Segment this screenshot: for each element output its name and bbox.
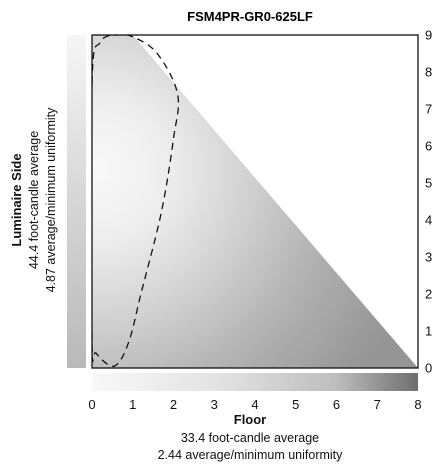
y-axis-ticks: 0 1 2 3 4 5 6 7 8 9	[425, 28, 432, 376]
y-tick-label: 7	[425, 102, 432, 117]
uniformity-contour-line	[92, 35, 180, 367]
x-axis-title: Floor	[234, 412, 267, 427]
x-tick-label: 1	[129, 397, 136, 412]
plot-frame	[91, 34, 419, 369]
y-tick-label: 8	[425, 65, 432, 80]
x-tick-label: 5	[292, 397, 299, 412]
y-axis-uniformity-group: 4.87 average/minimum uniformity	[44, 107, 58, 293]
x-axis-average-label: 33.4 foot-candle average	[181, 431, 319, 445]
y-axis-average-group: 44.4 foot-candle average	[27, 131, 41, 269]
y-tick-label: 3	[425, 250, 432, 265]
y-tick-label: 6	[425, 139, 432, 154]
x-tick-label: 0	[88, 397, 95, 412]
y-axis-title-group: Luminaire Side	[9, 153, 24, 246]
y-axis-title: Luminaire Side	[9, 153, 24, 246]
x-axis-ticks: 0 1 2 3 4 5 6 7 8	[88, 397, 421, 412]
x-tick-label: 7	[374, 397, 381, 412]
y-tick-label: 2	[425, 287, 432, 302]
y-tick-label: 5	[425, 176, 432, 191]
y-tick-label: 0	[425, 361, 432, 376]
illuminated-triangle	[92, 35, 418, 368]
y-tick-label: 1	[425, 324, 432, 339]
chart-title: FSM4PR-GR0-625LF	[187, 9, 313, 24]
x-tick-label: 6	[333, 397, 340, 412]
x-tick-label: 2	[170, 397, 177, 412]
y-axis-uniformity-label: 4.87 average/minimum uniformity	[44, 107, 58, 293]
x-axis-uniformity-label: 2.44 average/minimum uniformity	[158, 448, 344, 462]
x-tick-label: 8	[414, 397, 421, 412]
x-tick-label: 3	[211, 397, 218, 412]
left-color-scale-bar	[67, 35, 86, 368]
y-axis-average-label: 44.4 foot-candle average	[27, 131, 41, 269]
y-tick-label: 4	[425, 213, 432, 228]
y-tick-label: 9	[425, 28, 432, 43]
heatmap-area	[92, 35, 418, 368]
x-tick-label: 4	[251, 397, 258, 412]
bottom-color-scale-bar	[92, 373, 418, 391]
